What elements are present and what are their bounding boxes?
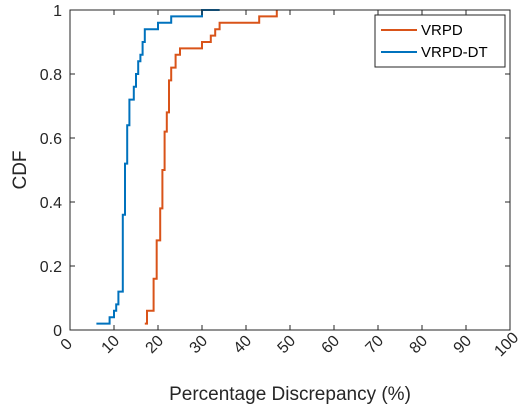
y-axis-label: CDF [10,150,31,189]
y-tick-label: 0.2 [40,259,62,276]
x-tick-label: 30 [187,332,212,357]
y-tick-label: 0.6 [40,131,62,148]
x-tick-label: 10 [99,332,124,357]
y-tick-label: 0.8 [40,67,62,84]
series-line-vrpd [144,10,278,325]
x-tick-label: 40 [231,332,256,357]
legend-entry-label: VRPD-DT [421,44,488,61]
x-tick-label: 90 [451,332,476,357]
x-tick-label: 100 [491,329,522,360]
series-line-vrpd-dt [96,9,220,325]
plot-series [96,9,278,325]
x-axis-label: Percentage Discrepancy (%) [169,384,411,405]
legend: VRPD VRPD-DT [374,14,506,68]
x-tick-label: 20 [143,332,168,357]
y-tick-label: 1 [53,3,62,20]
y-tick-label: 0.4 [40,195,62,212]
y-tick-label: 0 [53,323,62,340]
x-tick-label: 60 [319,332,344,357]
legend-box [374,14,506,68]
legend-entry-label: VRPD [421,22,463,39]
x-tick-label: 70 [363,332,388,357]
x-tick-label: 50 [275,332,300,357]
x-tick-label: 80 [407,332,432,357]
